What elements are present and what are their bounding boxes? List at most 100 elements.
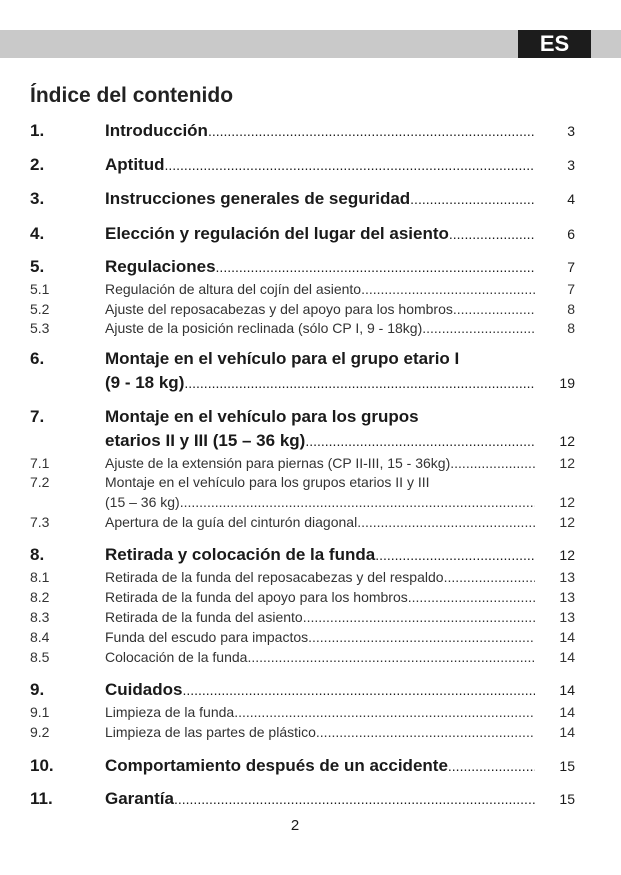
dot-leader	[453, 301, 535, 317]
toc-entry-page: 8	[567, 301, 575, 317]
toc-entry-number: 5.2	[30, 301, 50, 317]
toc-entry-title: (15 – 36 kg)	[105, 494, 180, 510]
toc-entry-title: Montaje en el vehículo para los grupos e…	[105, 474, 430, 490]
toc-entry[interactable]: 5.2 Ajuste del reposacabezas y del apoyo …	[30, 301, 575, 317]
toc-entry-page: 19	[559, 375, 575, 391]
toc-entry[interactable]: 3. Instrucciones generales de seguridad 4	[30, 189, 575, 209]
toc-entry-title: etarios II y III (15 – 36 kg)	[105, 431, 306, 450]
toc-entry-page: 7	[567, 259, 575, 275]
dot-leader	[361, 281, 535, 297]
toc-entry-title: Retirada de la funda del apoyo para los …	[105, 589, 408, 605]
toc-entry-page: 4	[567, 191, 575, 207]
toc-entry-page: 14	[559, 629, 575, 645]
toc-entry-page: 13	[559, 609, 575, 625]
toc-entry[interactable]: 5.3 Ajuste de la posición reclinada (sólo…	[30, 320, 575, 336]
toc-entry-page: 12	[559, 514, 575, 530]
toc-entry[interactable]: 8.1 Retirada de la funda del reposacabeza…	[30, 569, 575, 585]
dot-leader	[448, 758, 535, 774]
toc-entry-title: Retirada de la funda del reposacabezas y…	[105, 569, 444, 585]
toc-entry[interactable]: 8.3 Retirada de la funda del asiento 13	[30, 609, 575, 625]
toc-entry-page: 8	[567, 320, 575, 336]
toc-entry-title: Colocación de la funda	[105, 649, 248, 665]
dot-leader	[164, 157, 535, 173]
dot-leader	[305, 433, 535, 449]
dot-leader	[444, 569, 535, 585]
toc-entry-page: 14	[559, 649, 575, 665]
toc-entry-title: (9 - 18 kg)	[105, 373, 185, 392]
toc-entry-number: 8.3	[30, 609, 50, 625]
toc-entry-page: 7	[567, 281, 575, 297]
toc-entry-page: 14	[559, 682, 575, 698]
toc-entry[interactable]: 7. Montaje en el vehículo para los grupos	[30, 407, 575, 427]
dot-leader	[208, 123, 535, 139]
dot-leader	[180, 494, 535, 510]
toc-entry-title: Regulación de altura del cojín del asien…	[105, 281, 362, 297]
toc-entry[interactable]: 11. Garantía 15	[30, 789, 575, 809]
toc-entry-number: 9.1	[30, 704, 50, 720]
toc-entry-title: Ajuste del reposacabezas y del apoyo par…	[105, 301, 453, 317]
toc-entry[interactable]: 6. Montaje en el vehículo para el grupo e…	[30, 349, 575, 369]
toc-entry[interactable]: 10. Comportamiento después de un accident…	[30, 756, 575, 776]
toc-entry[interactable]: 9. Cuidados 14	[30, 680, 575, 700]
toc-entry[interactable]: 4. Elección y regulación del lugar del as…	[30, 224, 575, 244]
dot-leader	[408, 589, 535, 605]
toc-entry[interactable]: 9.1 Limpieza de la funda 14	[30, 704, 575, 720]
toc-entry-number: 7.1	[30, 455, 50, 471]
toc-entry-number: 5.	[30, 257, 45, 276]
toc-entry-number: 9.2	[30, 724, 50, 740]
toc-entry[interactable]: 7.1 Ajuste de la extensión para piernas (…	[30, 455, 575, 471]
toc-entry-title: Instrucciones generales de seguridad	[105, 189, 411, 208]
toc-entry[interactable]: 8.4 Funda del escudo para impactos 14	[30, 629, 575, 645]
toc-entry[interactable]: etarios II y III (15 – 36 kg) 12	[30, 431, 575, 451]
dot-leader	[184, 375, 535, 391]
toc-entry[interactable]: 8. Retirada y colocación de la funda 12	[30, 545, 575, 565]
toc-entry[interactable]: 1. Introducción 3	[30, 121, 575, 141]
toc-entry[interactable]: 5. Regulaciones 7	[30, 257, 575, 277]
dot-leader	[303, 609, 535, 625]
toc-entry-page: 12	[559, 547, 575, 563]
dot-leader	[449, 226, 535, 242]
toc-entry[interactable]: 5.1 Regulación de altura del cojín del as…	[30, 281, 575, 297]
dot-leader	[316, 724, 535, 740]
toc-entry-number: 6.	[30, 349, 45, 368]
dot-leader	[174, 791, 535, 807]
dot-leader	[422, 320, 535, 336]
toc-entry-number: 5.3	[30, 320, 50, 336]
toc-entry-page: 14	[559, 724, 575, 740]
toc-entry-title: Ajuste de la extensión para piernas (CP …	[105, 455, 451, 471]
toc-entry-number: 8.2	[30, 589, 50, 605]
toc-entry-number: 7.3	[30, 514, 50, 530]
toc-entry-page: 3	[567, 123, 575, 139]
toc-entry[interactable]: 8.5 Colocación de la funda 14	[30, 649, 575, 665]
toc-entry-title: Retirada de la funda del asiento	[105, 609, 303, 625]
toc-entry[interactable]: 9.2 Limpieza de las partes de plástico 14	[30, 724, 575, 740]
toc-entry-title: Cuidados	[105, 680, 183, 699]
dot-leader	[308, 629, 535, 645]
dot-leader	[450, 455, 535, 471]
toc-entry-number: 11.	[30, 789, 53, 808]
toc-entry-number: 10.	[30, 756, 54, 775]
toc-entry[interactable]: 8.2 Retirada de la funda del apoyo para l…	[30, 589, 575, 605]
toc-entry-number: 8.4	[30, 629, 50, 645]
toc-entry-title: Funda del escudo para impactos	[105, 629, 309, 645]
toc-entry[interactable]: 7.3 Apertura de la guía del cinturón diag…	[30, 514, 575, 530]
dot-leader	[357, 514, 535, 530]
dot-leader	[375, 547, 535, 563]
dot-leader	[410, 191, 535, 207]
toc-entry-page: 12	[559, 455, 575, 471]
toc-entry[interactable]: 7.2 Montaje en el vehículo para los grupo…	[30, 474, 575, 490]
toc-entry[interactable]: (15 – 36 kg) 12	[30, 494, 575, 510]
toc-entry-title: Montaje en el vehículo para los grupos	[105, 407, 419, 426]
toc-entry-number: 4.	[30, 224, 45, 243]
toc-entry-title: Garantía	[105, 789, 174, 808]
toc-entry-number: 7.	[30, 407, 45, 426]
toc-entry-number: 1.	[30, 121, 45, 140]
toc-entry-number: 8.1	[30, 569, 50, 585]
toc-entry-title: Limpieza de la funda	[105, 704, 235, 720]
dot-leader	[247, 649, 535, 665]
toc-entry[interactable]: (9 - 18 kg) 19	[30, 373, 575, 393]
language-badge: ES	[518, 30, 591, 58]
toc-entry[interactable]: 2. Aptitud 3	[30, 155, 575, 175]
dot-leader	[234, 704, 535, 720]
toc-entry-number: 2.	[30, 155, 45, 174]
